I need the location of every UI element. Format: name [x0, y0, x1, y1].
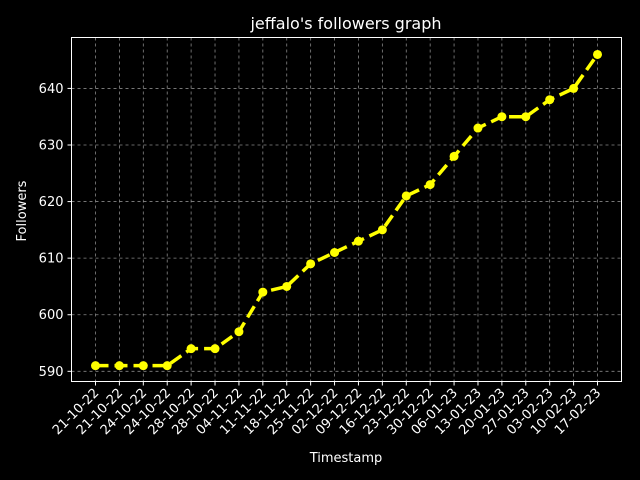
y-axis-title: Followers — [15, 180, 30, 241]
data-point — [353, 236, 363, 246]
chart-title: jeffalo's followers graph — [249, 14, 441, 33]
y-axis: 590 600 610 620 630 640 — [39, 82, 72, 380]
y-tick-label: 600 — [39, 308, 64, 323]
data-point — [91, 361, 100, 371]
grid-lines — [71, 37, 622, 382]
x-axis: 21-10-2221-10-2224-10-2224-10-2228-10-22… — [50, 381, 604, 438]
y-tick-label: 590 — [39, 365, 64, 380]
x-axis-title: Timestamp — [309, 451, 383, 466]
data-point — [258, 287, 268, 297]
data-point — [210, 344, 220, 354]
series-followers — [91, 49, 602, 371]
data-point — [497, 112, 507, 122]
data-point — [234, 327, 244, 337]
data-point — [473, 123, 483, 133]
y-tick-label: 620 — [39, 195, 64, 210]
data-point — [521, 112, 531, 122]
data-point — [330, 248, 340, 257]
data-point — [449, 151, 459, 161]
data-point — [593, 49, 602, 59]
data-point — [545, 95, 555, 105]
data-point — [401, 191, 411, 201]
data-point — [138, 361, 148, 371]
series-line — [95, 53, 599, 368]
data-point — [186, 344, 196, 354]
plot-frame — [71, 37, 622, 382]
data-point — [306, 259, 316, 269]
data-point — [282, 281, 292, 291]
y-tick-label: 630 — [39, 139, 64, 154]
data-point — [425, 180, 435, 190]
data-point — [162, 361, 172, 371]
data-point — [569, 83, 579, 93]
data-point — [377, 225, 387, 235]
y-tick-label: 640 — [39, 82, 64, 97]
y-tick-label: 610 — [39, 252, 64, 267]
plot-area — [71, 37, 622, 382]
data-point — [114, 361, 124, 371]
